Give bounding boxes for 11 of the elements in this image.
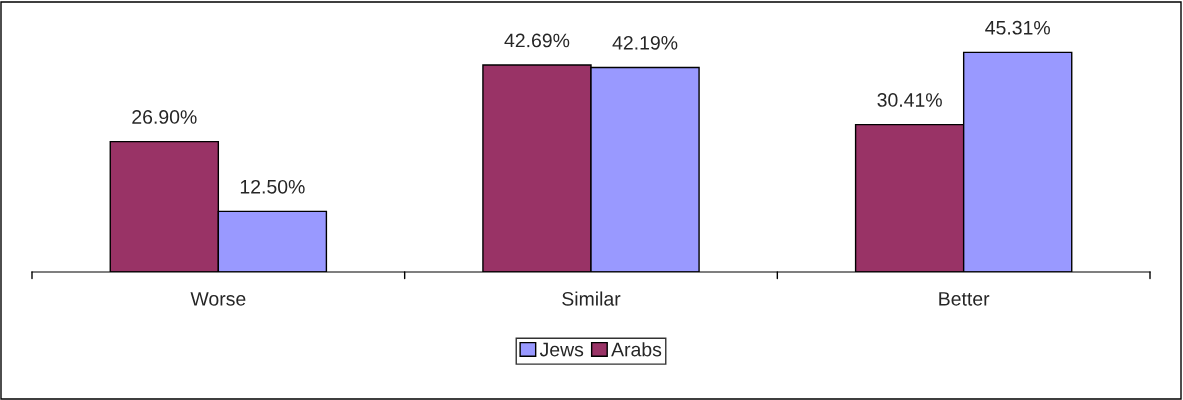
data-label: 42.19% <box>612 35 678 50</box>
data-label: 30.41% <box>877 93 942 107</box>
data-label: 42.69% <box>504 33 570 48</box>
data-label: 12.50% <box>240 179 305 194</box>
legend-label: Jews <box>539 342 584 357</box>
x-tick-label: Worse <box>190 292 246 306</box>
data-label: 26.90% <box>132 110 197 124</box>
legend-label: Arabs <box>611 342 662 357</box>
x-tick-label: Better <box>939 292 990 306</box>
x-tick-label: Similar <box>562 291 621 306</box>
data-label: 45.31% <box>985 20 1050 35</box>
